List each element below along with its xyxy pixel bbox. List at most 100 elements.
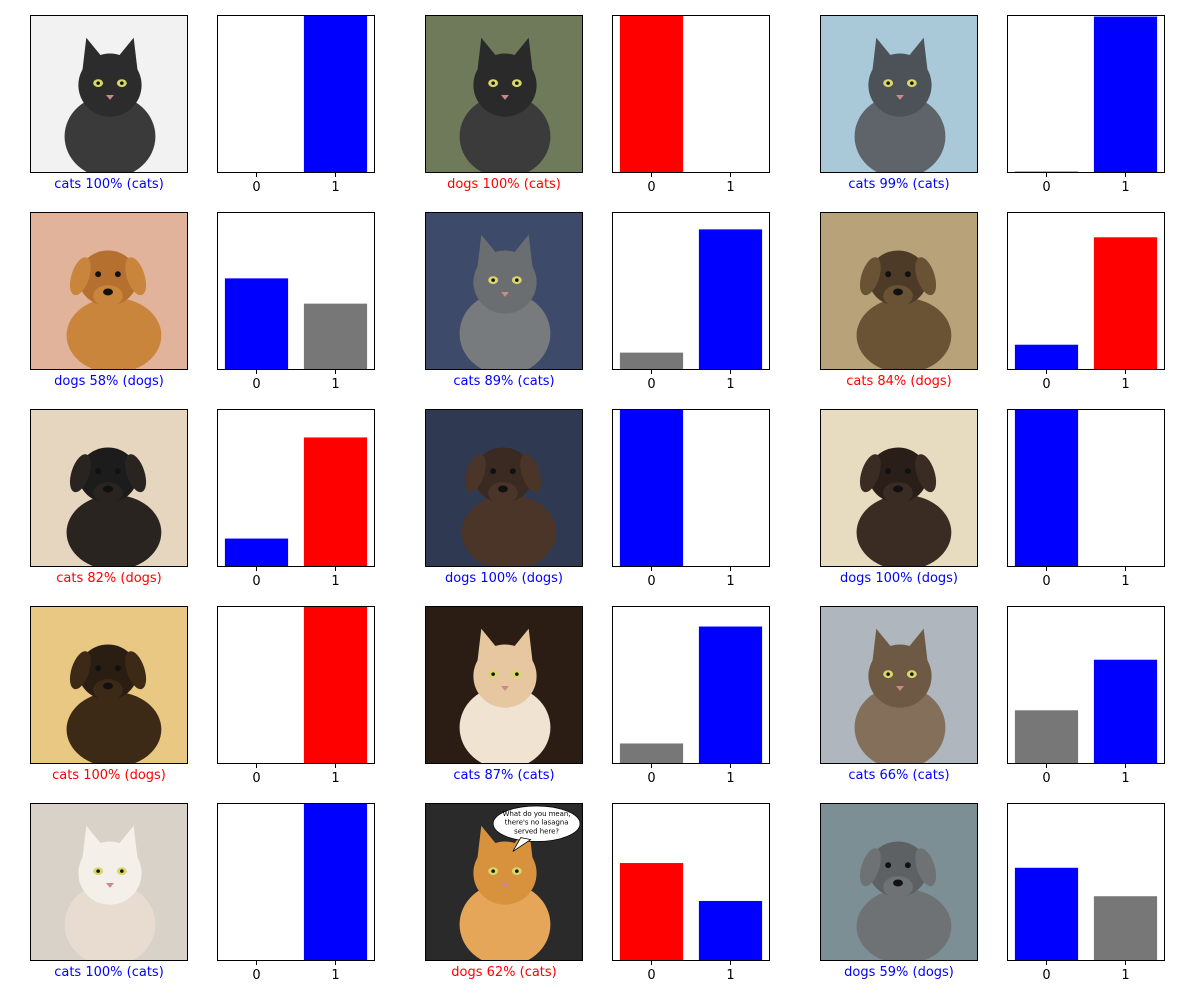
x-tick-label: 1 — [331, 968, 339, 983]
probability-bar — [698, 900, 763, 961]
x-tick-label: 0 — [1042, 771, 1050, 786]
bar-chart-frame — [217, 212, 375, 370]
prediction-caption: cats 84% (dogs) — [846, 374, 952, 389]
cat-photo — [459, 825, 551, 960]
x-tick-label: 0 — [252, 574, 260, 589]
x-tick-label: 1 — [331, 574, 339, 589]
image-panel — [30, 803, 188, 961]
x-tick-label: 0 — [647, 574, 655, 589]
image-panel — [30, 15, 188, 173]
x-tick-label: 1 — [1121, 377, 1129, 392]
bar-chart-frame — [612, 212, 770, 370]
image-panel: What do you mean, there's no lasagna serve… — [425, 803, 583, 961]
bar-chart-frame — [217, 409, 375, 567]
x-tick-label: 1 — [331, 180, 339, 195]
probability-bar — [619, 15, 684, 173]
prediction-caption: cats 100% (dogs) — [52, 768, 166, 783]
probability-bar — [303, 15, 368, 173]
cat-photo — [459, 628, 551, 763]
x-tick-label: 1 — [331, 771, 339, 786]
x-tick-label: 0 — [647, 968, 655, 983]
cat-photo — [459, 37, 551, 172]
speech-bubble-line: What do you mean, — [503, 810, 571, 818]
probability-bar — [1014, 409, 1079, 567]
x-tick-label: 0 — [647, 180, 655, 195]
bar-chart-frame — [1007, 212, 1165, 370]
dog-photo — [461, 447, 557, 566]
image-panel — [30, 606, 188, 764]
bar-chart-frame — [1007, 606, 1165, 764]
bar-chart-frame — [1007, 803, 1165, 961]
probability-bar — [1093, 659, 1158, 764]
probability-bar — [619, 352, 684, 370]
dog-photo — [66, 250, 162, 369]
bar-chart-frame — [1007, 409, 1165, 567]
cat-photo — [854, 37, 946, 172]
prediction-caption: dogs 100% (dogs) — [444, 571, 564, 586]
image-panel — [820, 606, 978, 764]
image-panel — [820, 409, 978, 567]
dog-photo — [856, 841, 952, 960]
x-tick-label: 0 — [252, 180, 260, 195]
probability-bar — [303, 303, 368, 370]
x-tick-label: 1 — [1121, 574, 1129, 589]
bar-chart-frame — [612, 15, 770, 173]
prediction-caption: cats 66% (cats) — [848, 768, 950, 783]
x-tick-label: 1 — [726, 180, 734, 195]
probability-bar — [303, 606, 368, 764]
x-tick-label: 0 — [252, 968, 260, 983]
bar-chart-frame — [217, 803, 375, 961]
dog-photo — [66, 644, 162, 763]
bar-chart-frame — [612, 409, 770, 567]
probability-bar — [619, 409, 684, 567]
image-panel — [820, 803, 978, 961]
bar-chart-frame — [612, 606, 770, 764]
prediction-caption: cats 82% (dogs) — [56, 571, 162, 586]
speech-bubble: What do you mean,there's no lasagnaserve… — [492, 805, 581, 852]
x-tick-label: 0 — [1042, 180, 1050, 195]
prediction-caption: cats 87% (cats) — [453, 768, 555, 783]
bar-chart-frame — [1007, 15, 1165, 173]
cat-photo — [64, 825, 156, 960]
bar-chart-frame — [217, 606, 375, 764]
prediction-caption: dogs 58% (dogs) — [54, 374, 164, 389]
image-panel — [425, 15, 583, 173]
image-panel — [820, 212, 978, 370]
x-tick-label: 1 — [1121, 771, 1129, 786]
image-panel — [425, 212, 583, 370]
dog-photo — [856, 250, 952, 369]
probability-bar — [224, 278, 289, 370]
bar-chart-frame — [217, 15, 375, 173]
image-panel — [30, 212, 188, 370]
x-tick-label: 1 — [726, 574, 734, 589]
probability-bar — [1093, 16, 1158, 173]
probability-bar — [224, 538, 289, 567]
x-tick-label: 1 — [331, 377, 339, 392]
probability-bar — [303, 803, 368, 961]
probability-bar — [698, 626, 763, 764]
x-tick-label: 1 — [726, 968, 734, 983]
x-tick-label: 0 — [1042, 968, 1050, 983]
probability-bar — [619, 743, 684, 764]
bar-chart-frame — [612, 803, 770, 961]
x-tick-label: 1 — [726, 377, 734, 392]
prediction-caption: dogs 100% (dogs) — [839, 571, 959, 586]
probability-bar — [1093, 896, 1158, 961]
prediction-caption: cats 89% (cats) — [453, 374, 555, 389]
x-tick-label: 1 — [726, 771, 734, 786]
probability-bar — [698, 229, 763, 370]
cat-photo — [854, 628, 946, 763]
